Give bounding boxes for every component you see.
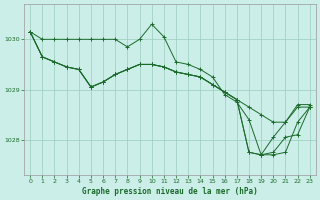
X-axis label: Graphe pression niveau de la mer (hPa): Graphe pression niveau de la mer (hPa) xyxy=(82,187,258,196)
